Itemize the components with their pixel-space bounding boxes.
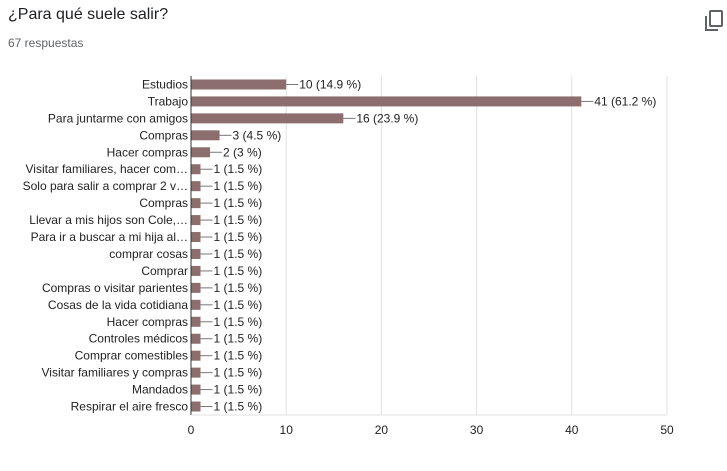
data-label: 1 (1.5 %): [214, 179, 263, 193]
bar: [191, 181, 201, 192]
bar: [191, 282, 201, 293]
category-label: Cosas de la vida cotidiana: [48, 298, 188, 312]
category-label: Comprar comestibles: [75, 349, 188, 363]
bar: [191, 79, 287, 90]
bar: [191, 316, 201, 327]
data-label: 1 (1.5 %): [214, 213, 263, 227]
x-tick-label: 0: [188, 423, 195, 437]
category-label: comprar cosas: [109, 247, 188, 261]
bar: [191, 265, 201, 276]
data-label: 1 (1.5 %): [214, 349, 263, 363]
bar: [191, 215, 201, 226]
bar: [191, 367, 201, 378]
data-label: 1 (1.5 %): [214, 264, 263, 278]
x-tick-label: 30: [470, 423, 484, 437]
category-label: Estudios: [142, 77, 188, 91]
category-label: Visitar familiares y compras: [42, 366, 188, 380]
data-label: 16 (23.9 %): [356, 111, 418, 125]
data-label: 2 (3 %): [223, 145, 262, 159]
category-label: Respirar el aire fresco: [71, 400, 189, 414]
category-label: Controles médicos: [89, 332, 188, 346]
data-label: 41 (61.2 %): [594, 94, 656, 108]
copy-icon[interactable]: [704, 10, 724, 32]
x-tick-label: 50: [660, 423, 674, 437]
category-label: Trabajo: [148, 94, 189, 108]
category-label: Visitar familiares, hacer com…: [26, 162, 189, 176]
data-label: 1 (1.5 %): [214, 315, 263, 329]
category-label: Compras: [139, 196, 188, 210]
bar: [191, 198, 201, 209]
category-label: Comprar: [141, 264, 188, 278]
category-label: Llevar a mis hijos son Cole,…: [29, 213, 188, 227]
bar: [191, 333, 201, 344]
data-label: 3 (4.5 %): [233, 128, 282, 142]
bar: [191, 299, 201, 310]
bar: [191, 96, 582, 107]
data-label: 1 (1.5 %): [214, 247, 263, 261]
response-count: 67 respuestas: [8, 36, 84, 50]
category-label: Compras o visitar parientes: [42, 281, 188, 295]
category-label: Hacer compras: [107, 315, 188, 329]
question-title: ¿Para qué suele salir?: [8, 6, 169, 23]
data-label: 1 (1.5 %): [214, 196, 263, 210]
bar: [191, 350, 201, 361]
x-tick-label: 10: [280, 423, 294, 437]
bar: [191, 248, 201, 259]
x-tick-label: 20: [375, 423, 389, 437]
category-label: Hacer compras: [107, 145, 188, 159]
data-label: 1 (1.5 %): [214, 281, 263, 295]
data-label: 1 (1.5 %): [214, 230, 263, 244]
category-label: Para juntarme con amigos: [48, 111, 188, 125]
data-label: 1 (1.5 %): [214, 298, 263, 312]
data-label: 1 (1.5 %): [214, 383, 263, 397]
bar: [191, 164, 201, 175]
category-label: Compras: [139, 128, 188, 142]
data-label: 1 (1.5 %): [214, 400, 263, 414]
category-label: Para ir a buscar a mi hija al…: [31, 230, 188, 244]
bar: [191, 147, 211, 158]
bar: [191, 130, 220, 141]
bar: [191, 384, 201, 395]
category-label: Solo para salir a comprar 2 v…: [23, 179, 188, 193]
data-label: 1 (1.5 %): [214, 332, 263, 346]
x-tick-label: 40: [565, 423, 579, 437]
bar: [191, 401, 201, 412]
data-label: 1 (1.5 %): [214, 366, 263, 380]
data-label: 10 (14.9 %): [299, 77, 361, 91]
category-label: Mandados: [132, 383, 188, 397]
data-label: 1 (1.5 %): [214, 162, 263, 176]
bar: [191, 232, 201, 243]
bar: [191, 113, 344, 124]
